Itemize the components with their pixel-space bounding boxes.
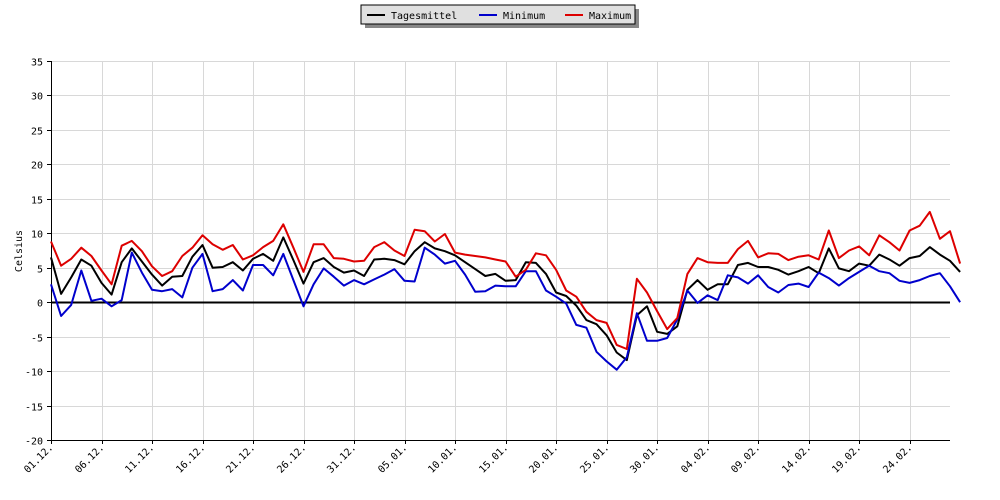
y-tick-label: 15: [31, 196, 43, 207]
x-tick-label: 25.01.: [578, 442, 611, 475]
x-tick-label: 24.02.: [881, 442, 914, 475]
y-tick-label: 20: [31, 161, 43, 172]
plot-background: [51, 61, 950, 440]
y-tick-label: 30: [31, 92, 43, 103]
legend-label-minimum: Minimum: [503, 11, 545, 22]
x-tick-label: 10.01.: [426, 442, 459, 475]
x-tick-label: 11.12.: [123, 442, 156, 475]
legend-box: [360, 4, 636, 25]
y-tick-label: -5: [31, 334, 43, 345]
legend: Tagesmittel Minimum Maximum: [360, 4, 639, 28]
y-tick-label: 0: [37, 299, 43, 310]
y-tick-label: -20: [25, 437, 43, 448]
series-line-minimum: [50, 246, 961, 371]
series-line-maximum: [50, 210, 962, 350]
x-tick-label: 20.01.: [527, 442, 560, 475]
x-tick-label: 30.01.: [628, 442, 661, 475]
x-tick-label: 14.02.: [780, 442, 813, 475]
x-tick-label: 26.12.: [275, 442, 308, 475]
y-tick-label: 5: [37, 265, 43, 276]
y-axis-label: Celsius: [14, 230, 25, 272]
x-tick-label: 21.12.: [224, 442, 257, 475]
x-axis: 01.12. 06.12. 11.12. 16.12. 21.12. 26.12. 31.1…: [22, 440, 950, 476]
series-layer: [50, 210, 962, 371]
y-tick-label: 10: [31, 230, 43, 241]
y-axis: 35 30 25 20 15 10 5 0 -5 -10 -15 -20: [25, 58, 52, 448]
y-tick-label: 25: [31, 127, 43, 138]
legend-label-tagesmittel: Tagesmittel: [391, 11, 457, 22]
y-tick-label: -15: [25, 403, 43, 414]
x-tick-label: 06.12.: [73, 442, 106, 475]
series-line-tagesmittel: [50, 236, 961, 362]
y-tick-label: -10: [25, 368, 43, 379]
x-tick-label: 04.02.: [679, 442, 712, 475]
x-tick-label: 19.02.: [830, 442, 863, 475]
x-tick-label: 31.12.: [325, 442, 358, 475]
legend-label-maximum: Maximum: [589, 11, 631, 22]
x-tick-label: 15.01.: [477, 442, 510, 475]
y-tick-label: 35: [31, 58, 43, 69]
x-tick-label: 16.12.: [174, 442, 207, 475]
x-tick-label: 05.01.: [376, 442, 409, 475]
x-tick-label: 09.02.: [729, 442, 762, 475]
